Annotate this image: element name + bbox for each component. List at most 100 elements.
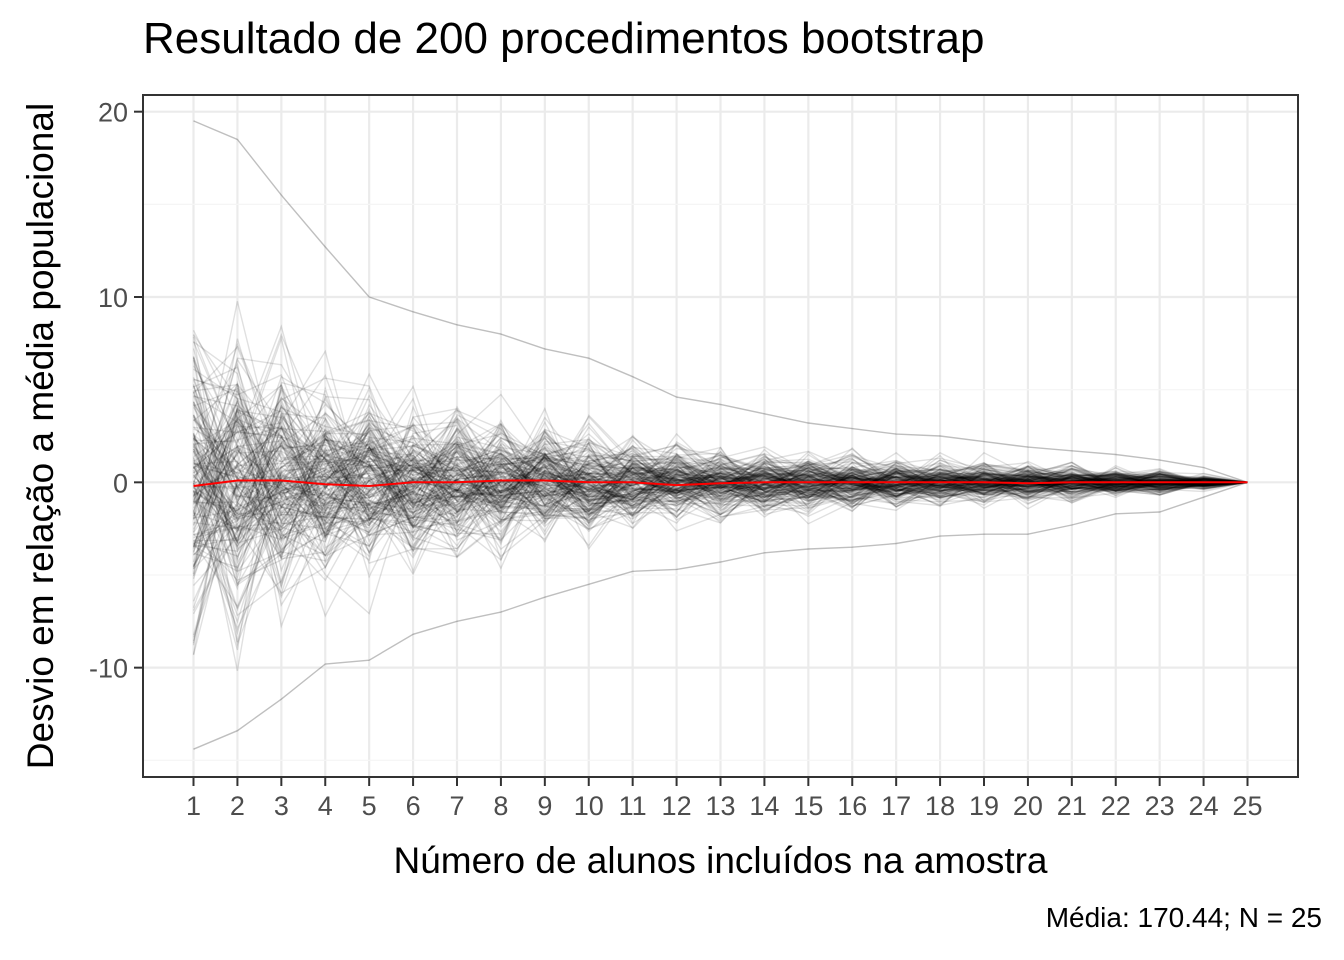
bootstrap-run-line bbox=[193, 415, 1248, 558]
bootstrap-run-line bbox=[192, 430, 1248, 556]
x-tick-label: 14 bbox=[749, 791, 779, 821]
bootstrap-run-line bbox=[193, 397, 1248, 526]
x-tick-label: 8 bbox=[493, 791, 508, 821]
bootstrap-run-line bbox=[192, 301, 1248, 558]
bootstrap-run-line bbox=[193, 452, 1248, 538]
bootstrap-run-line bbox=[192, 435, 1248, 612]
bootstrap-run-line bbox=[193, 409, 1248, 516]
x-tick-label: 17 bbox=[881, 791, 911, 821]
bootstrap-run-line bbox=[193, 445, 1248, 524]
bootstrap-run-line bbox=[192, 329, 1248, 525]
bootstrap-run-line bbox=[193, 374, 1248, 499]
bootstrap-run-line bbox=[192, 452, 1248, 570]
x-tick-label: 3 bbox=[274, 791, 289, 821]
bootstrap-run-line bbox=[193, 443, 1248, 569]
y-axis: -10 0 10 20 bbox=[89, 98, 143, 684]
bootstrap-run-line bbox=[192, 448, 1248, 638]
bootstrap-run-line bbox=[192, 341, 1248, 570]
bootstrap-run-line bbox=[193, 446, 1248, 573]
bootstrap-run-line bbox=[192, 440, 1248, 552]
bootstrap-run-line bbox=[193, 423, 1248, 539]
bootstrap-run-line bbox=[192, 413, 1248, 572]
bootstrap-run-line bbox=[192, 406, 1248, 527]
bootstrap-run-line bbox=[192, 407, 1248, 582]
bootstrap-run-line bbox=[193, 385, 1248, 513]
bootstrap-run-line bbox=[193, 427, 1248, 579]
bootstrap-run-line bbox=[192, 394, 1248, 544]
bootstrap-run-line bbox=[193, 394, 1248, 533]
bootstrap-run-line bbox=[192, 419, 1248, 548]
bootstrap-run-line bbox=[193, 446, 1248, 516]
bootstrap-run-line bbox=[193, 436, 1248, 529]
bootstrap-run-line bbox=[192, 450, 1248, 544]
bootstrap-run-line bbox=[192, 403, 1248, 562]
bootstrap-run-line bbox=[192, 413, 1248, 671]
grid-layer bbox=[143, 95, 1298, 777]
bootstrap-run-line bbox=[192, 334, 1248, 550]
bootstrap-run-line bbox=[192, 403, 1248, 561]
bootstrap-run-line bbox=[192, 464, 1248, 617]
bootstrap-run-line bbox=[193, 407, 1248, 547]
bootstrap-run-line bbox=[192, 439, 1248, 590]
bootstrap-run-line bbox=[192, 439, 1248, 521]
x-tick-label: 19 bbox=[969, 791, 999, 821]
bootstrap-run-line bbox=[192, 414, 1248, 563]
x-tick-label: 2 bbox=[230, 791, 245, 821]
bootstrap-run-line bbox=[192, 404, 1248, 655]
bootstrap-run-line bbox=[193, 426, 1248, 510]
x-tick-label: 24 bbox=[1189, 791, 1219, 821]
bootstrap-run-line bbox=[193, 418, 1248, 560]
bootstrap-run-line bbox=[192, 437, 1248, 529]
bootstrap-run-line bbox=[192, 400, 1248, 508]
bootstrap-run-line bbox=[192, 365, 1248, 521]
bootstrap-run-line bbox=[192, 356, 1248, 534]
bootstrap-run-line bbox=[192, 397, 1248, 576]
bootstrap-run-line bbox=[192, 422, 1248, 553]
bootstrap-run-line bbox=[193, 349, 1248, 541]
bootstrap-run-line bbox=[192, 358, 1248, 533]
bootstrap-run-line bbox=[193, 438, 1248, 525]
bootstrap-run-line bbox=[192, 430, 1248, 557]
bootstrap-run-line bbox=[192, 431, 1248, 642]
x-tick-label: 25 bbox=[1232, 791, 1262, 821]
y-tick-label: 0 bbox=[113, 468, 128, 498]
bootstrap-run-line bbox=[192, 418, 1248, 646]
bootstrap-run-line bbox=[192, 362, 1248, 558]
bootstrap-run-line bbox=[192, 450, 1248, 608]
bootstrap-run-line bbox=[193, 395, 1248, 562]
x-tick-label: 11 bbox=[619, 791, 647, 821]
bootstrap-run-line bbox=[192, 450, 1248, 537]
bootstrap-run-line bbox=[193, 404, 1248, 525]
bootstrap-run-line bbox=[192, 404, 1248, 534]
bootstrap-run-line bbox=[193, 386, 1248, 584]
bootstrap-run-line bbox=[192, 357, 1248, 643]
bootstrap-run-line bbox=[193, 425, 1248, 529]
bootstrap-run-line bbox=[192, 412, 1248, 580]
x-tick-label: 10 bbox=[574, 791, 604, 821]
bootstrap-run-line bbox=[193, 443, 1248, 542]
bootstrap-run-line bbox=[193, 427, 1248, 536]
bootstrap-run-line bbox=[193, 398, 1248, 510]
bootstrap-run-line bbox=[192, 375, 1248, 547]
x-tick-label: 22 bbox=[1101, 791, 1131, 821]
mean-deviation-line bbox=[193, 479, 1248, 488]
bootstrap-run-line bbox=[192, 401, 1248, 547]
bootstrap-run-line bbox=[192, 379, 1248, 555]
bootstrap-run-line bbox=[192, 414, 1248, 569]
bootstrap-run-line bbox=[193, 420, 1248, 553]
mean-line-layer bbox=[193, 479, 1248, 488]
bootstrap-run-line bbox=[192, 348, 1248, 537]
bootstrap-run-line bbox=[193, 427, 1248, 499]
bootstrap-run-line bbox=[193, 412, 1248, 531]
bootstrap-run-line bbox=[193, 423, 1248, 515]
bootstrap-run-line bbox=[192, 432, 1248, 647]
bootstrap-run-line bbox=[193, 433, 1248, 540]
bootstrap-run-line bbox=[192, 412, 1248, 562]
x-tick-label: 5 bbox=[362, 791, 377, 821]
bootstrap-run-line bbox=[192, 418, 1248, 525]
bootstrap-run-line bbox=[193, 457, 1248, 519]
bootstrap-run-line bbox=[192, 333, 1248, 607]
bootstrap-run-line bbox=[192, 411, 1248, 609]
bootstrap-run-line bbox=[193, 426, 1248, 557]
